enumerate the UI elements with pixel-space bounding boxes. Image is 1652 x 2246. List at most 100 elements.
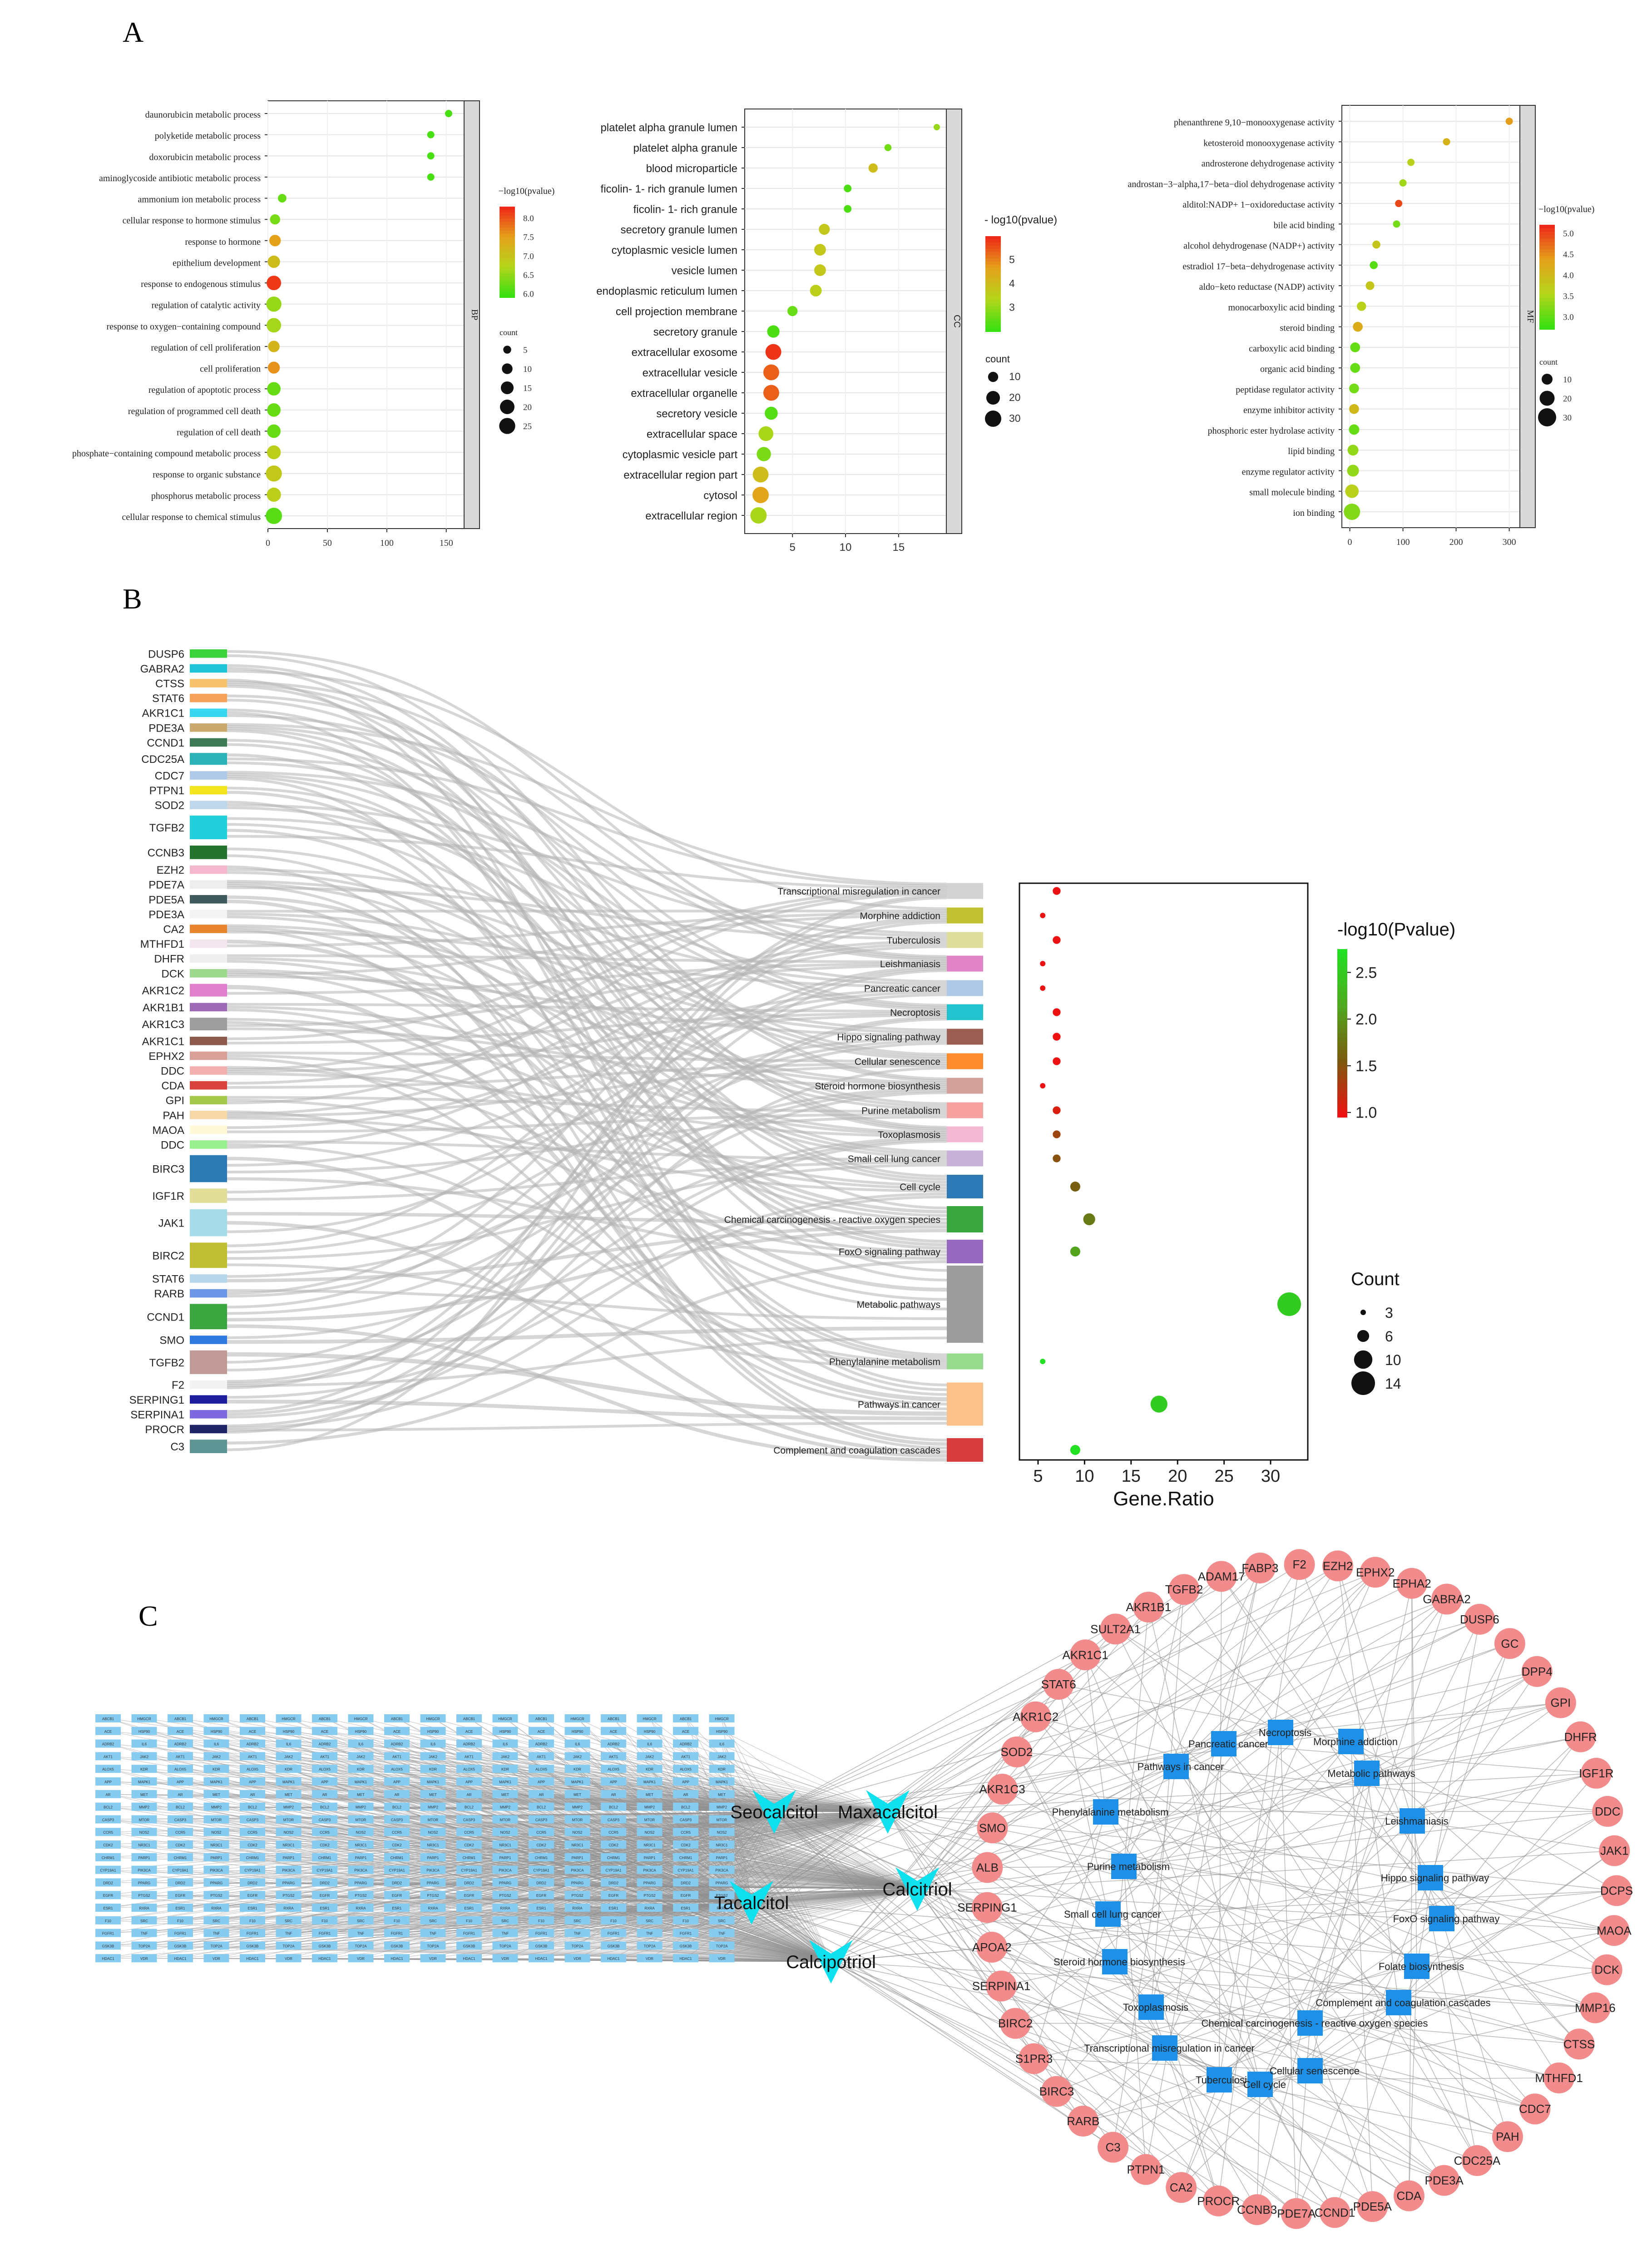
size-legend-dot — [503, 346, 511, 354]
data-point — [1349, 383, 1359, 394]
term-label: regulation of cell death — [177, 427, 261, 437]
target-node — [95, 1840, 121, 1849]
edge — [505, 1718, 831, 1962]
target-label: ESR1 — [537, 1906, 546, 1910]
target-label: ADRB2 — [102, 1742, 114, 1746]
gene-node — [1018, 2043, 1049, 2074]
data-point — [1053, 1154, 1061, 1163]
target-label: HDAC1 — [535, 1957, 548, 1961]
edge — [1176, 1766, 1508, 2137]
sankey-link — [227, 694, 947, 1007]
gene-node — [972, 1852, 1003, 1883]
data-point — [1070, 1181, 1080, 1192]
edge — [288, 1945, 831, 1962]
target-node — [240, 1840, 265, 1849]
colorbar-segment — [1539, 326, 1555, 330]
term-label: endoplasmic reticulum lumen — [596, 285, 737, 297]
target-node — [637, 1777, 663, 1786]
edge — [433, 1844, 831, 1962]
target-label: ABCB1 — [319, 1717, 331, 1721]
edge — [216, 1902, 752, 1946]
gene-node — [1043, 1669, 1074, 1700]
target-node — [637, 1941, 663, 1950]
edge — [774, 1811, 1579, 2045]
edge — [216, 1819, 752, 1903]
target-node — [240, 1878, 265, 1887]
data-point — [267, 255, 280, 268]
target-node — [673, 1727, 698, 1735]
edge — [887, 1717, 1036, 1812]
target-node — [492, 1815, 518, 1824]
target-label: FGFR1 — [463, 1932, 475, 1936]
target-node — [601, 1916, 626, 1924]
target-label: TNF — [718, 1932, 726, 1936]
term-label: extracellular exosome — [632, 346, 737, 359]
target-node — [456, 1916, 482, 1924]
pathway-bar — [947, 907, 983, 924]
target-label: IL6 — [719, 1742, 725, 1746]
target-node — [564, 1790, 590, 1798]
target-label: CDK2 — [320, 1843, 330, 1847]
edge — [1219, 1736, 1581, 2080]
edge — [1035, 1717, 1311, 2071]
edge — [505, 1794, 831, 1962]
target-node — [601, 1904, 626, 1912]
gene-node — [1565, 1721, 1596, 1752]
gene-node-label: DDC — [1595, 1805, 1620, 1818]
target-label: GSK3B — [247, 1944, 259, 1948]
x-tick-label: 0 — [266, 538, 270, 548]
x-tick-label: 10 — [1075, 1467, 1094, 1486]
pathway-node-label: Purine metabolism — [1087, 1861, 1170, 1872]
data-point — [1349, 424, 1360, 435]
colorbar-segment — [985, 268, 1001, 272]
pathway-bar — [947, 932, 983, 948]
gene-node — [1319, 2197, 1350, 2228]
edge — [1056, 1741, 1351, 2092]
colorbar-segment — [500, 207, 515, 210]
data-point — [1350, 363, 1360, 373]
data-point — [1277, 1292, 1301, 1316]
target-node — [168, 1891, 193, 1900]
edge — [613, 1844, 831, 1962]
target-node — [95, 1828, 121, 1836]
target-node — [637, 1840, 663, 1849]
target-node — [456, 1853, 482, 1861]
pathway-bar — [947, 1206, 983, 1232]
target-node — [276, 1878, 302, 1887]
target-label: NOS2 — [500, 1830, 510, 1835]
target-node — [312, 1815, 337, 1824]
gene-node — [1519, 2093, 1551, 2125]
target-node — [673, 1739, 698, 1748]
colorbar-segment — [1539, 225, 1555, 229]
edge — [288, 1870, 831, 1962]
edge — [505, 1920, 831, 1962]
term-label: secretory granule — [653, 326, 737, 338]
colorbar-segment — [985, 262, 1001, 265]
colorbar-segment — [500, 252, 515, 256]
sankey-link — [227, 942, 947, 1115]
target-label: PPARG — [716, 1881, 728, 1885]
data-point — [1399, 179, 1407, 187]
kegg-dotplot: 5 10 15 20 25 30Gene.Ratio-log10(Pvalue)2.52.… — [1019, 882, 1455, 1510]
edge — [505, 1831, 831, 1962]
x-tick-label: 100 — [380, 538, 394, 548]
facet-strip — [464, 100, 480, 529]
target-node — [709, 1840, 735, 1849]
target-label: NR3C1 — [716, 1843, 728, 1847]
target-label: MTOR — [283, 1818, 294, 1822]
colorbar-segment — [1337, 1016, 1347, 1021]
target-label: CYP19A1 — [317, 1869, 333, 1873]
target-label: PARP1 — [211, 1856, 223, 1860]
panel-label-b: B — [123, 583, 142, 615]
edge — [1441, 1918, 1508, 2137]
colorbar-segment — [1337, 1079, 1347, 1084]
sankey-link — [227, 916, 947, 1247]
edge — [722, 1811, 888, 1959]
drug-node — [866, 1790, 910, 1834]
facet-strip — [946, 109, 962, 534]
target-label: PTGS2 — [427, 1894, 439, 1898]
target-label: CDK2 — [175, 1843, 185, 1847]
pathway-node — [1400, 1808, 1425, 1834]
gene-label: AKR1B1 — [143, 1002, 184, 1014]
colorbar-segment — [985, 328, 1001, 332]
